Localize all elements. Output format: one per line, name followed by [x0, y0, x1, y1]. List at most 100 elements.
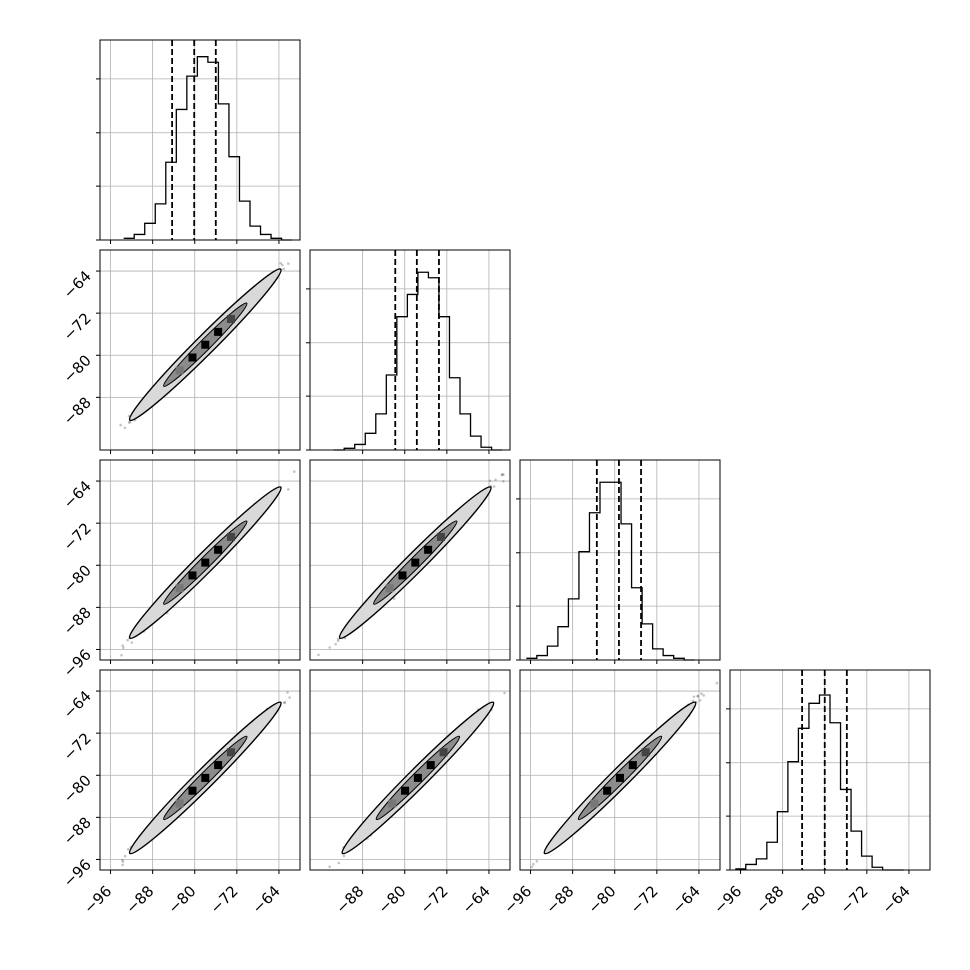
density-block	[214, 761, 223, 770]
panel-frame	[99, 39, 301, 241]
contour-group	[341, 701, 495, 855]
histogram-step	[333, 271, 503, 451]
y-tick-label: −80	[60, 351, 95, 386]
x-tick-label: −80	[374, 882, 409, 917]
scatter-point	[317, 653, 320, 657]
panel-r3-c3: −96 −88 −80 −72 −64	[710, 669, 931, 917]
y-tick-label: −72	[60, 519, 95, 554]
scatter-point	[500, 473, 504, 477]
density-block	[590, 799, 599, 808]
scatter-point	[287, 262, 290, 265]
x-tick-label: −72	[837, 882, 872, 917]
scatter-point	[494, 478, 497, 482]
scatter-point	[121, 644, 124, 647]
y-tick-label: −88	[60, 393, 95, 428]
x-tick-label: −96	[500, 882, 535, 917]
scatter-point	[488, 479, 492, 483]
panel-frame	[309, 459, 511, 661]
scatter-point	[121, 858, 124, 862]
y-tick-label: −96	[60, 856, 95, 891]
x-tick-label: −80	[584, 882, 619, 917]
panel-frame	[309, 249, 511, 451]
scatter-point	[126, 638, 129, 642]
y-tick-label: −96	[60, 646, 95, 681]
scatter-point	[288, 696, 291, 699]
x-tick-label: −64	[669, 882, 704, 917]
panel-frame	[99, 669, 301, 871]
scatter-point	[123, 854, 127, 858]
scatter-point	[286, 691, 289, 694]
histogram-step	[526, 481, 695, 661]
density-block	[188, 786, 197, 795]
density-block	[424, 545, 433, 554]
density-block	[201, 558, 210, 567]
density-block	[214, 327, 223, 336]
x-tick-label: −96	[710, 882, 745, 917]
scatter-point	[328, 865, 331, 868]
histogram-step	[735, 694, 904, 871]
panel-r3-c0: −96 −88 −80 −72 −64−64−72−80−88−96	[60, 669, 301, 917]
panel-r3-c2: −96 −88 −80 −72 −64	[500, 669, 721, 917]
x-tick-label: −96	[80, 882, 115, 917]
density-block	[439, 748, 448, 757]
scatter-point	[293, 470, 296, 473]
scatter-point	[337, 637, 340, 641]
density-block	[175, 584, 184, 593]
scatter-point	[283, 701, 286, 705]
scatter-point	[715, 681, 719, 685]
x-tick-label: −88	[542, 882, 577, 917]
x-tick-label: −64	[459, 882, 494, 917]
scatter-point	[501, 473, 504, 476]
scatter-point	[119, 423, 122, 427]
scatter-point	[392, 597, 396, 600]
scatter-point	[282, 267, 285, 271]
x-tick-label: −64	[879, 882, 914, 917]
density-block	[226, 315, 235, 324]
y-tick-label: −64	[60, 687, 95, 722]
density-block	[413, 773, 422, 782]
density-block	[436, 532, 445, 541]
scatter-point	[287, 488, 290, 491]
scatter-point	[696, 695, 700, 698]
contour-group	[128, 268, 282, 422]
scatter-point	[532, 862, 535, 866]
density-block	[628, 761, 637, 770]
y-tick-label: −88	[60, 603, 95, 638]
scatter-point	[492, 485, 496, 488]
panel-frame	[99, 249, 301, 451]
panel-r3-c1: −88 −80 −72 −64	[309, 669, 511, 917]
density-block	[388, 799, 397, 808]
histogram-step	[123, 56, 293, 241]
panel-r2-c2	[516, 459, 721, 664]
panel-r1-c1	[306, 249, 511, 454]
density-block	[201, 773, 210, 782]
density-block	[641, 748, 650, 757]
y-tick-label: −72	[60, 309, 95, 344]
panel-frame	[309, 669, 511, 871]
y-tick-label: −72	[60, 729, 95, 764]
contour-group	[128, 701, 282, 855]
scatter-point	[692, 695, 696, 699]
y-tick-label: −80	[60, 561, 95, 596]
density-block	[616, 773, 624, 782]
scatter-point	[283, 701, 287, 704]
scatter-point	[502, 480, 505, 483]
panel-r2-c1	[309, 459, 511, 664]
density-block	[385, 584, 394, 593]
panel-r1-c0: −64 −72 −80 −88	[60, 249, 301, 454]
density-block	[175, 366, 184, 375]
scatter-point	[337, 861, 341, 865]
density-block	[188, 571, 197, 580]
scatter-point	[696, 694, 700, 698]
scatter-point	[281, 263, 284, 267]
scatter-point	[334, 642, 337, 646]
density-block	[188, 353, 197, 362]
scatter-point	[279, 261, 283, 265]
density-block	[175, 799, 184, 808]
density-block	[411, 558, 420, 567]
x-tick-label: −72	[207, 882, 242, 917]
x-tick-label: −80	[794, 882, 829, 917]
scatter-point	[342, 854, 346, 858]
x-tick-label: −88	[332, 882, 367, 917]
